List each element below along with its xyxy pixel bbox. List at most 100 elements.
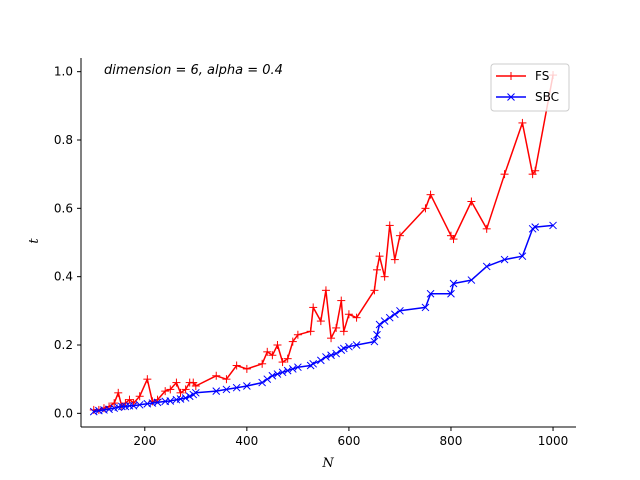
data-point-fs (375, 252, 384, 261)
data-point-fs (172, 378, 181, 387)
data-point-fs (531, 166, 540, 175)
data-point-fs (380, 272, 389, 281)
data-point-sbc (294, 363, 302, 372)
data-point-fs (181, 385, 190, 394)
x-tick-label: 1000 (538, 434, 569, 448)
legend-marker-fs (507, 72, 515, 80)
legend: FS SBC (490, 63, 570, 112)
y-tick-label: 1.0 (54, 65, 73, 79)
data-point-fs (263, 347, 272, 356)
data-point-sbc (518, 252, 527, 261)
data-point-fs (306, 327, 315, 336)
data-point-sbc (283, 366, 292, 375)
data-point-fs (110, 399, 119, 408)
data-point-fs (390, 255, 399, 264)
data-point-sbc (222, 385, 231, 394)
chart-annotation: dimension = 6, alpha = 0.4 (104, 63, 283, 78)
data-point-sbc (117, 402, 126, 411)
data-point-sbc (467, 276, 476, 284)
data-point-sbc (375, 320, 384, 329)
data-point-sbc (191, 388, 200, 397)
y-tick-label: 0.0 (54, 406, 73, 420)
data-point-fs (143, 375, 152, 384)
data-point-fs (352, 313, 361, 322)
data-point-fs (309, 303, 318, 312)
y-tick-label: 0.4 (54, 270, 73, 284)
data-point-sbc (370, 337, 379, 346)
legend-marker-sbc (507, 93, 515, 101)
data-point-fs (191, 382, 200, 390)
data-point-fs (500, 170, 509, 179)
data-point-fs (327, 334, 336, 343)
data-point-fs (316, 317, 325, 326)
data-point-sbc (385, 313, 394, 322)
data-point-sbc (268, 371, 277, 380)
x-tick-label: 600 (337, 434, 360, 448)
data-point-sbc (531, 223, 540, 231)
y-tick-label: 0.6 (54, 201, 73, 215)
y-axis-label: t (27, 238, 42, 244)
data-point-fs (222, 375, 231, 384)
legend-label-sbc: SBC (535, 90, 559, 104)
data-point-sbc (327, 351, 335, 360)
data-point-fs (125, 395, 134, 404)
data-point-sbc (212, 387, 221, 395)
data-point-sbc (135, 400, 144, 409)
data-point-fs (258, 359, 267, 368)
data-point-fs (288, 337, 297, 346)
data-point-sbc (263, 375, 272, 384)
data-point-fs (395, 231, 404, 240)
data-point-fs (370, 286, 379, 295)
data-point-sbc (288, 365, 297, 373)
data-point-sbc (316, 356, 325, 365)
data-point-sbc (129, 401, 138, 410)
x-tick-label: 800 (440, 434, 463, 448)
data-point-sbc (309, 359, 318, 368)
data-point-fs (114, 388, 123, 397)
data-point-sbc (352, 341, 361, 349)
data-point-fs (449, 235, 458, 244)
data-point-fs (232, 361, 241, 370)
data-point-fs (273, 341, 282, 349)
data-point-sbc (181, 394, 190, 402)
data-point-sbc (421, 303, 430, 312)
data-point-fs (518, 118, 527, 127)
data-point-fs (332, 323, 341, 332)
data-point-sbc (396, 306, 404, 315)
x-tick-label: 400 (235, 434, 258, 448)
data-point-fs (293, 330, 302, 339)
data-point-sbc (339, 344, 348, 353)
data-point-sbc (373, 330, 381, 339)
data-point-fs (135, 392, 144, 401)
data-point-sbc (278, 368, 287, 377)
data-point-fs (337, 296, 346, 305)
data-point-sbc (380, 317, 389, 325)
data-point-fs (321, 286, 330, 295)
data-point-sbc (273, 370, 282, 378)
data-point-fs (268, 351, 277, 360)
data-point-sbc (345, 342, 353, 351)
y-tick-label: 0.2 (54, 338, 73, 352)
data-point-sbc (322, 353, 330, 361)
data-point-fs (344, 310, 353, 319)
data-point-sbc (390, 310, 399, 319)
x-tick-label: 200 (133, 434, 156, 448)
data-point-sbc (549, 221, 557, 230)
data-point-sbc (426, 289, 435, 298)
data-point-fs (426, 190, 435, 199)
data-point-sbc (482, 262, 491, 271)
series-layer (89, 71, 558, 416)
data-point-fs (212, 371, 221, 380)
data-point-fs (278, 358, 287, 367)
data-point-fs (283, 354, 292, 363)
series-line-fs (93, 74, 554, 411)
data-point-sbc (332, 349, 341, 358)
y-tick-label: 0.8 (54, 133, 73, 147)
data-point-fs (176, 388, 185, 397)
data-point-fs (372, 265, 381, 274)
data-point-fs (242, 364, 251, 373)
data-point-sbc (447, 289, 455, 298)
data-point-fs (385, 221, 394, 230)
data-point-fs (339, 327, 348, 336)
